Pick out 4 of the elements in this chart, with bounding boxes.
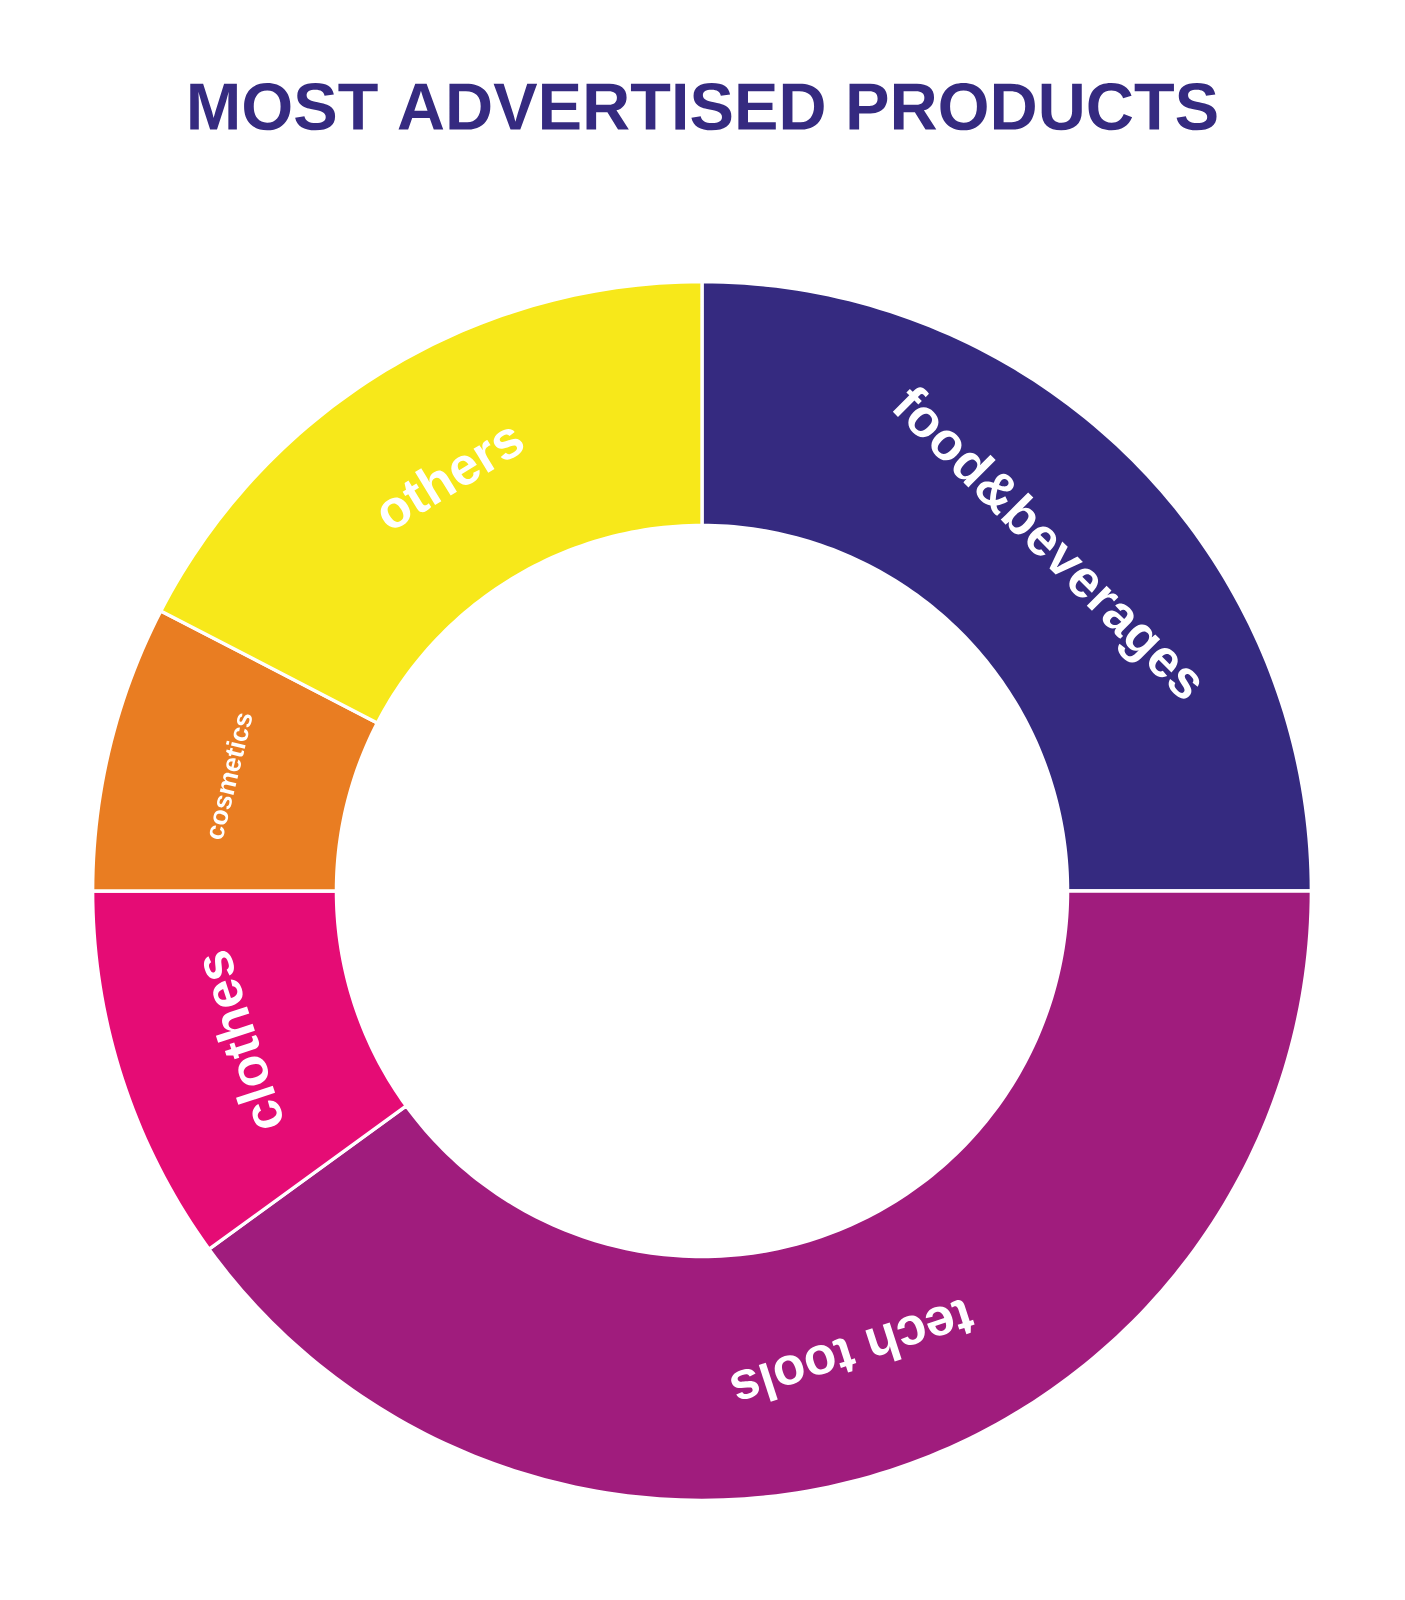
- slice-label: clothes: [203, 951, 282, 1128]
- slice-label: tech tools: [731, 1300, 975, 1402]
- chart-title: MOST ADVERTISED PRODUCTS: [190, 83, 1217, 131]
- slice-label: cosmetics: [209, 713, 252, 839]
